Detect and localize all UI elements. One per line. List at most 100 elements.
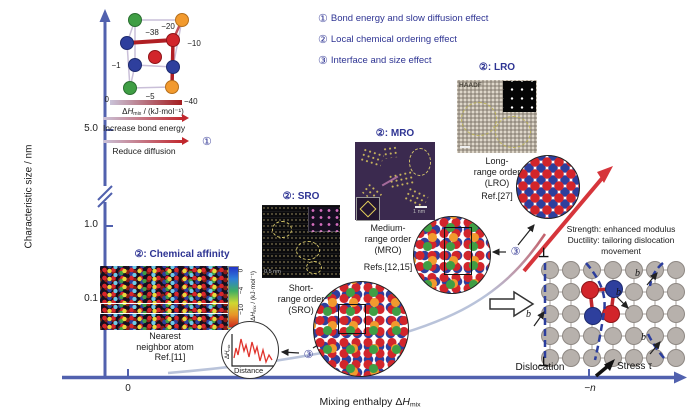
sro-dashed-circle	[306, 261, 322, 274]
x-tick-zero: 0	[125, 383, 131, 394]
mro-inset-image	[356, 197, 380, 221]
mro-refs: Refs.[12,15]	[363, 262, 413, 272]
affinity-heatmap	[100, 266, 230, 330]
lro-scalebar-icon	[460, 146, 470, 148]
mro-caption: Medium- range order (MRO)	[352, 223, 424, 256]
mechanics-line1: Strength: enhanced modulus	[566, 224, 676, 234]
burgers-b-label: b	[616, 287, 621, 298]
bond-energy-cube: −38 −20 −10 −1 −5	[111, 13, 201, 101]
bond-energy-arrow-icon	[103, 114, 189, 122]
circled-1-icon: ①	[318, 13, 328, 25]
axis-break-icon	[97, 185, 113, 208]
x-axis-label: Mixing enthalpy ΔHmix	[250, 396, 490, 408]
y-tick-01: 0.1	[84, 293, 98, 304]
signal-y-h: H	[225, 350, 231, 355]
lro-title: ②: LRO	[478, 62, 516, 73]
legend-item-2: ② Local chemical ordering effect	[318, 33, 488, 46]
cb-caption-h: H	[250, 312, 257, 317]
lattice-diagram	[533, 261, 685, 378]
enthalpy-signal-inset: ΔHmix Distance	[221, 321, 279, 379]
cb-tick-10: −10	[238, 303, 246, 316]
dislocation-label: Dislocation	[515, 362, 565, 373]
mro-atom-circle	[413, 216, 491, 294]
affinity-caption-line2: neighbor atom	[136, 342, 194, 352]
scale-min-label: 0	[104, 95, 109, 104]
scale-caption-units: / (kJ·mol⁻¹)	[141, 107, 184, 116]
lro-caption-line1: Long-	[485, 156, 509, 166]
reduce-diffusion-label: Reduce diffusion	[112, 146, 176, 156]
signal-plot	[231, 334, 274, 367]
dislocation-symbol-top: ⊥	[538, 245, 550, 260]
effects-legend: ① Bond energy and slow diffusion effect …	[318, 12, 488, 75]
circled-1-marker: ①	[202, 136, 212, 148]
scale-caption-delta: Δ	[122, 107, 128, 116]
scale-max-label: −40	[184, 97, 198, 106]
mro-inset-diamond	[359, 200, 377, 218]
burgers-b-label: b	[526, 309, 531, 320]
lro-caption-line3: (LRO)	[484, 178, 510, 188]
bond-label-10: −10	[187, 39, 201, 48]
dislocation-symbol-bottom: ⊥	[538, 354, 550, 369]
signal-y-delta: Δ	[225, 354, 231, 359]
haadf-label: HAADF	[459, 82, 482, 89]
scale-caption: ΔHmix / (kJ·mol⁻¹)	[103, 107, 203, 117]
affinity-caption: Nearest neighbor atom	[110, 331, 220, 353]
reduce-diffusion-arrow-icon	[103, 137, 189, 145]
burgers-arrows	[533, 272, 661, 355]
circled-2-icon: ②	[318, 34, 328, 46]
sro-atom-circle	[313, 281, 409, 377]
mro-micrograph: 1 nm	[355, 142, 435, 221]
scale-caption-h: H	[127, 107, 134, 116]
increase-bond-energy-label: Increase bond energy	[102, 123, 186, 133]
bond-label-20: −20	[161, 22, 175, 31]
lro-ref: Ref.[27]	[481, 191, 513, 201]
legend-item-1-text: Bond energy and slow diffusion effect	[330, 13, 489, 24]
y-axis-label: Characteristic size / nm	[23, 144, 35, 249]
x-axis-label-sub: mix	[409, 401, 421, 409]
mro-scalebar-icon	[415, 206, 427, 208]
cb-tick-0: 0	[237, 268, 245, 273]
lro-dashed-outline	[495, 116, 531, 148]
circled-3-marker-sro: ③	[303, 349, 314, 361]
sro-title: ②: SRO	[282, 191, 320, 202]
sro-caption: Short- range order (SRO)	[266, 283, 336, 316]
circled-3-marker-lro: ③	[510, 246, 521, 258]
bond-label-5: −5	[145, 92, 155, 101]
sro-micrograph: 0.5 nm	[262, 205, 340, 278]
mechanics-line2: Ductility: tailoring dislocation	[567, 235, 675, 245]
bond-label-1: −1	[111, 61, 121, 70]
mro-cluster	[359, 146, 385, 168]
cb-tick-4: −4	[238, 286, 246, 295]
sro-inset-image	[308, 207, 339, 232]
x-axis	[62, 369, 687, 384]
mro-caption-line3: (MRO)	[374, 245, 402, 255]
lro-dashed-outline	[461, 102, 497, 136]
sro-dashed-circle	[296, 241, 320, 260]
y-tick-1: 1.0	[84, 219, 98, 230]
legend-item-1: ① Bond energy and slow diffusion effect	[318, 12, 488, 25]
mro-order-box	[444, 227, 472, 275]
x-tick-n: −n	[584, 383, 596, 394]
signal-trace	[233, 338, 273, 365]
trend-arrow	[522, 166, 613, 273]
mro-dashed-ellipse	[409, 148, 431, 176]
affinity-ref: Ref.[11]	[154, 352, 186, 362]
lro-caption: Long- range order (LRO)	[461, 156, 533, 189]
affinity-caption-line1: Nearest	[149, 331, 181, 341]
legend-item-3-text: Interface and size effect	[330, 55, 432, 66]
highlight-row-box	[100, 303, 230, 314]
sro-scalebar-label: 0.5 nm	[264, 269, 281, 275]
signal-y-label: ΔHmix	[225, 335, 231, 359]
x-axis-label-h: H	[402, 396, 410, 408]
scale-caption-sub: mix	[133, 111, 142, 118]
mro-cluster	[382, 144, 400, 160]
legend-item-2-text: Local chemical ordering effect	[330, 34, 457, 45]
lro-diffraction-inset	[503, 81, 536, 112]
bond-label-38: −38	[145, 28, 159, 37]
mro-caption-line2: range order	[364, 234, 412, 244]
lro-micrograph: HAADF	[457, 80, 537, 153]
signal-x-label: Distance	[234, 366, 264, 375]
sro-order-box	[338, 304, 366, 334]
burgers-b-label: b	[635, 268, 640, 279]
